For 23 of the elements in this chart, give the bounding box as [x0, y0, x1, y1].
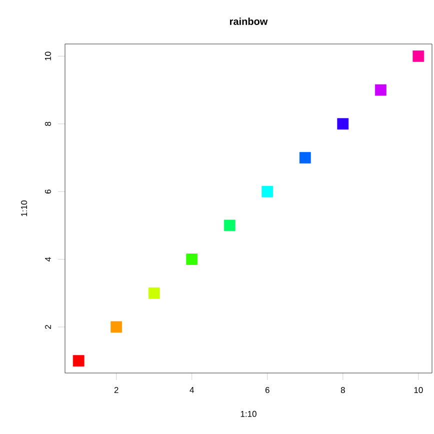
point: [374, 84, 386, 96]
point: [337, 118, 349, 130]
x-tick-label: 6: [265, 387, 270, 394]
y-tick-label: 2: [45, 325, 51, 329]
y-tick-label: 6: [44, 190, 51, 194]
y-tick-label: 4: [45, 257, 51, 262]
point: [148, 287, 160, 299]
point: [72, 355, 84, 367]
point: [186, 254, 198, 265]
y-tick-label: 8: [44, 122, 51, 126]
chart-title: rainbow: [230, 18, 268, 25]
x-tick-label: 10: [414, 387, 423, 394]
x-tick-label: 2: [114, 387, 118, 393]
point: [412, 50, 424, 62]
point: [262, 186, 274, 198]
x-tick-label: 4: [190, 387, 194, 393]
x-axis-title: 1:10: [240, 410, 256, 417]
point: [224, 220, 236, 232]
x-tick-label: 8: [340, 387, 345, 394]
point: [110, 321, 122, 333]
y-tick-label: 10: [44, 52, 51, 60]
y-axis-title: 1:10: [21, 200, 28, 216]
point: [299, 152, 311, 164]
